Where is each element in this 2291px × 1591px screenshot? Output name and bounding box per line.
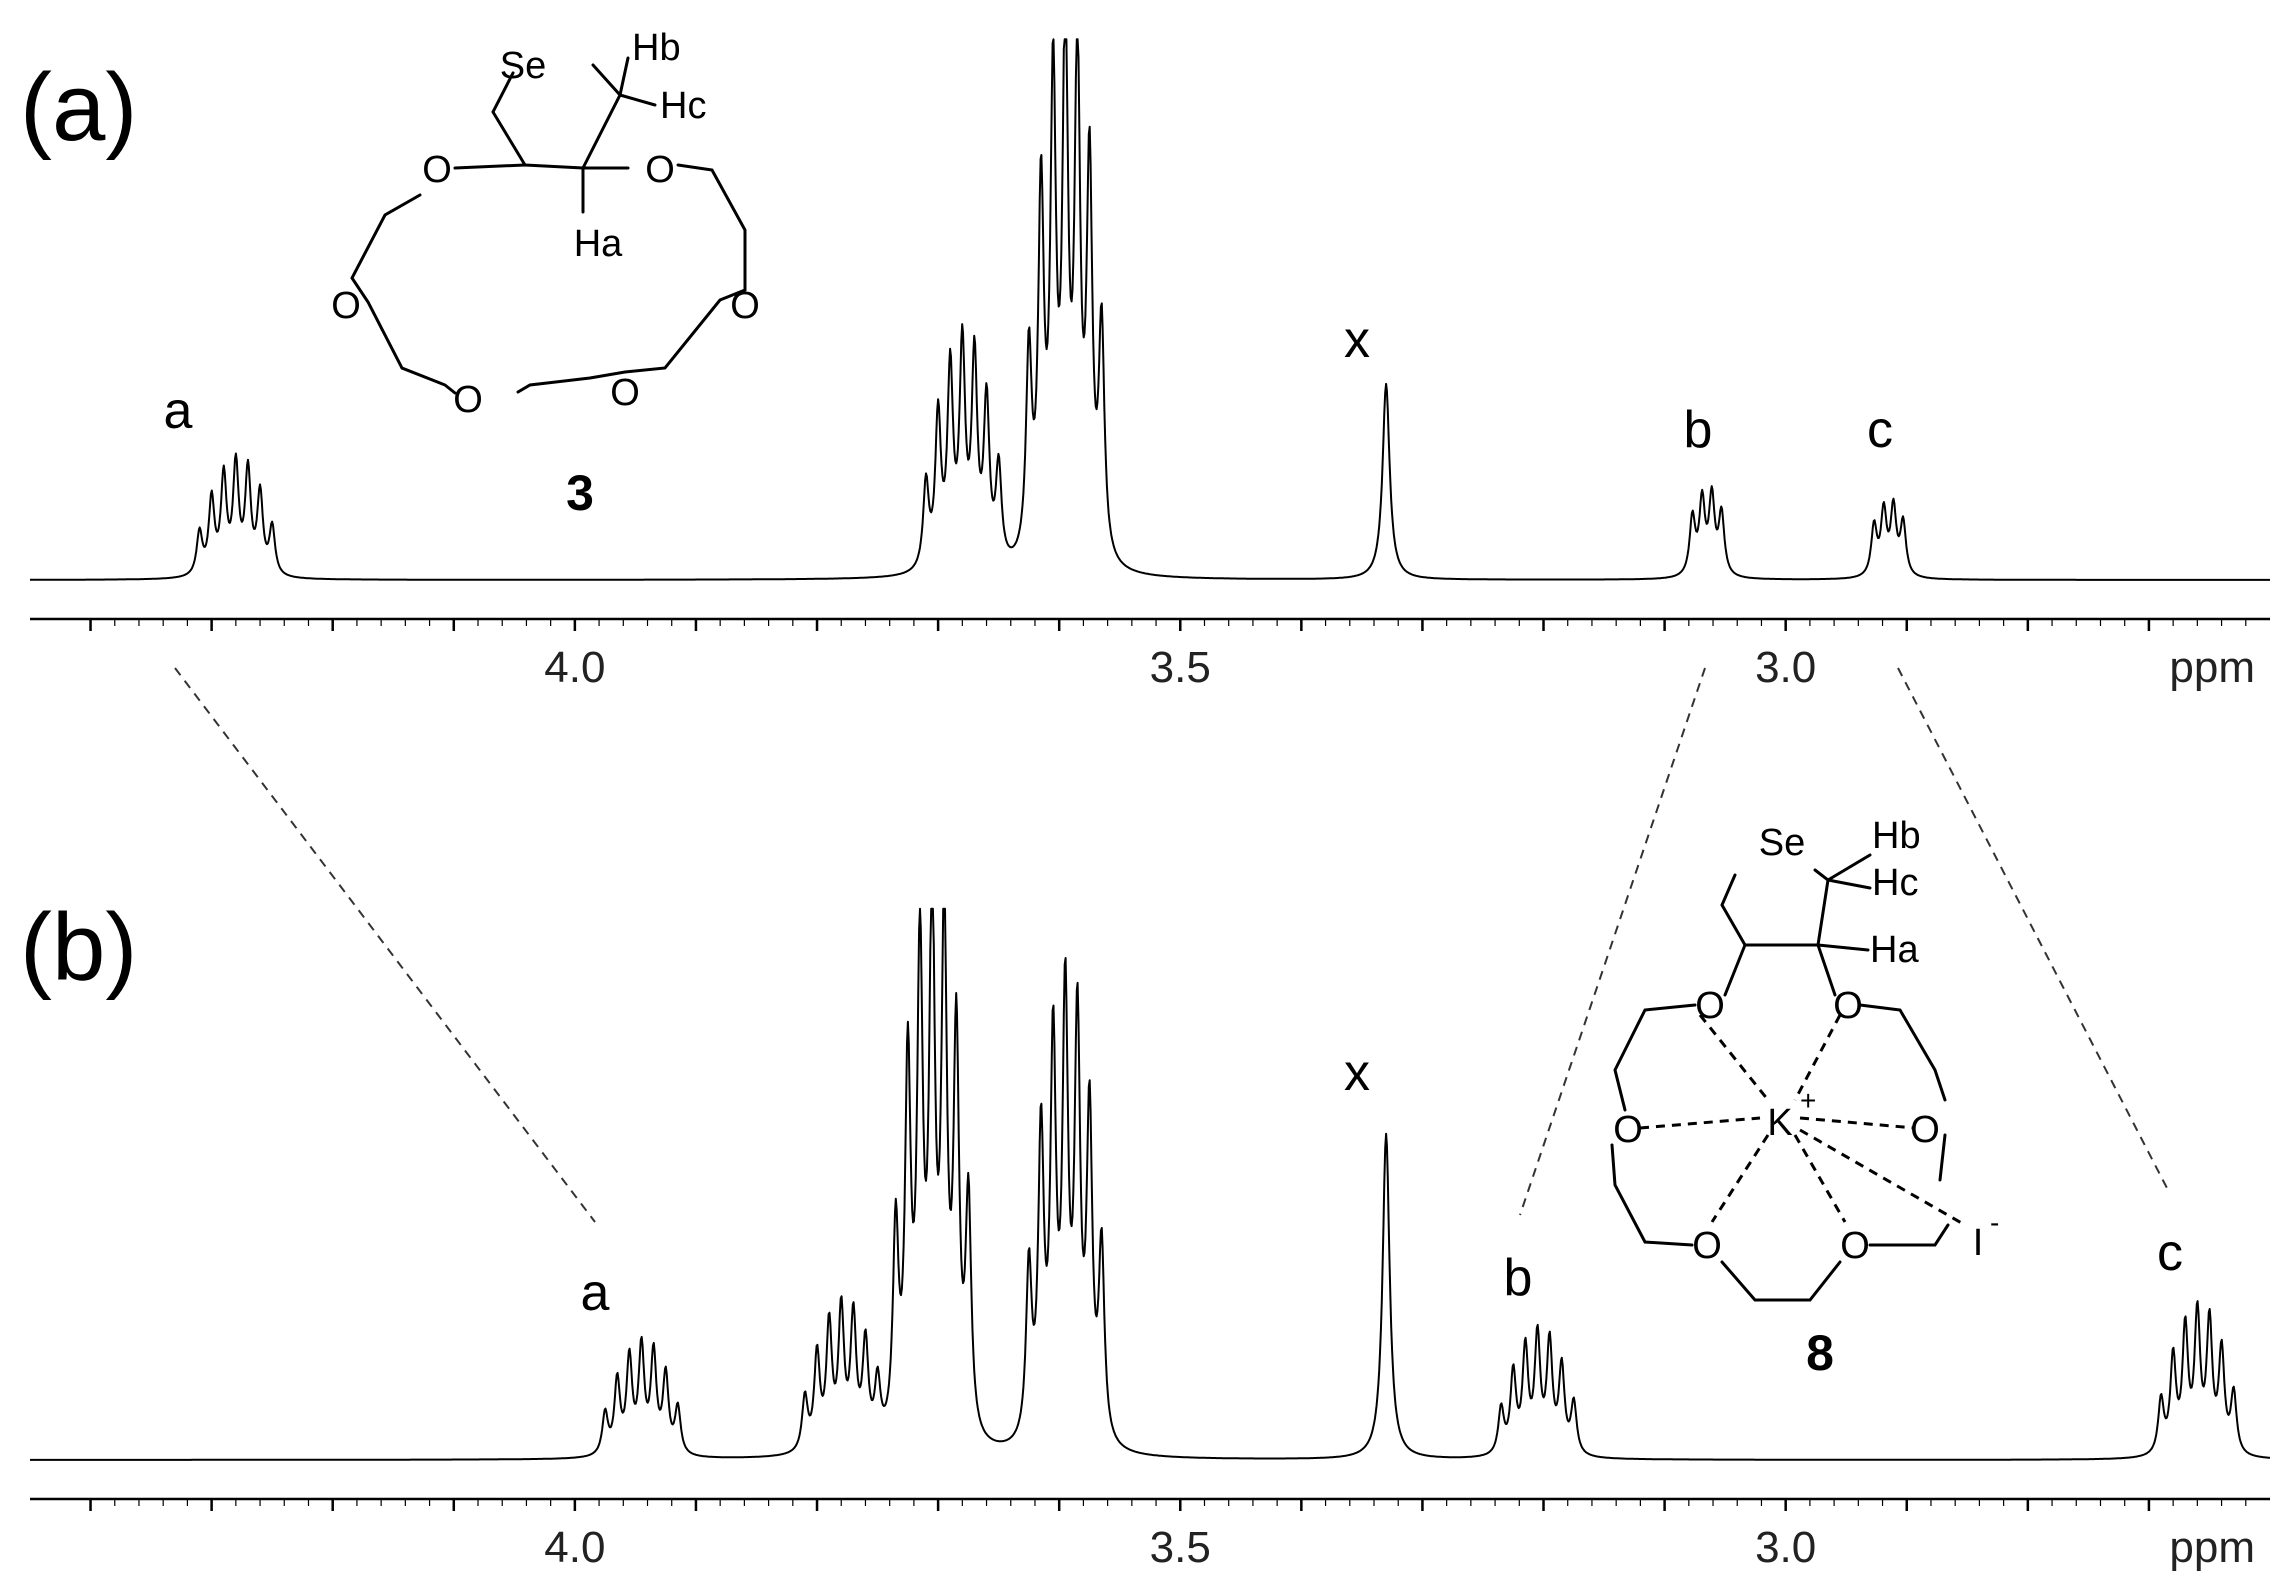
mol3-atom-se: Se <box>500 45 546 87</box>
ring-o-bonds-8 <box>1723 943 1837 997</box>
panel-b-label: (b) <box>20 894 137 1001</box>
mol3-atom-hc: Hc <box>660 85 706 127</box>
peak-b-label-a: a <box>581 1264 610 1322</box>
ring-h-bonds-8 <box>1816 853 1872 952</box>
tick-label-b-3-0: 3.0 <box>1755 1523 1816 1572</box>
mol8-charge-minus: - <box>1990 1207 1999 1238</box>
axis-b-tick-labels: 4.0 3.5 3.0 <box>544 1523 1816 1572</box>
mol8-atom-i: I <box>1973 1222 1984 1264</box>
tick-label-a-4-0: 4.0 <box>544 643 605 692</box>
peak-b-label-x: x <box>1344 1044 1370 1102</box>
crown-ether-ring-8 <box>1610 1003 1950 1302</box>
mol8-atom-o4: O <box>1910 1109 1940 1151</box>
peak-a-label-b: b <box>1684 401 1713 459</box>
axis-b-unit: ppm <box>2169 1523 2255 1572</box>
shift-connectors <box>174 667 2169 1223</box>
connector-c <box>1897 667 2169 1191</box>
peak-b-label-c: c <box>2157 1224 2183 1282</box>
peak-a-label-a: a <box>164 382 193 440</box>
mol3-atom-hb: Hb <box>632 27 681 69</box>
axis-b-ticks <box>89 1499 2247 1511</box>
panel-a: (a) 4.0 3.5 3.0 ppm a x b c Se Hb Hc Ha … <box>20 27 2271 692</box>
spectrum-a-trace <box>29 38 2271 581</box>
mol8-atom-o3: O <box>1613 1109 1643 1151</box>
mol8-atom-k: K <box>1767 1102 1792 1144</box>
coordination-bonds <box>1639 1014 1966 1227</box>
connector-b <box>1519 667 1706 1216</box>
peak-b-label-b: b <box>1504 1249 1533 1307</box>
ring-o-bonds <box>453 163 630 170</box>
mol8-atom-o6: O <box>1840 1225 1870 1267</box>
peak-a-label-x: x <box>1344 311 1370 369</box>
connector-a <box>174 667 596 1223</box>
selenolane-ring-8 <box>1720 868 1830 947</box>
ring-h-bonds <box>581 56 657 214</box>
panel-a-label: (a) <box>20 54 137 161</box>
mol3-atom-ha: Ha <box>574 223 623 265</box>
panel-b: (b) 4.0 3.5 3.0 ppm a x b c Se Hb Hc Ha … <box>20 815 2271 1572</box>
axis-a-ticks <box>89 619 2247 631</box>
axis-a-tick-labels: 4.0 3.5 3.0 <box>544 643 1816 692</box>
mol3-atom-o4: O <box>730 285 760 327</box>
tick-label-b-4-0: 4.0 <box>544 1523 605 1572</box>
compound-3-label: 3 <box>566 465 594 521</box>
spectrum-b-trace <box>29 907 2271 1461</box>
mol3-atom-o6: O <box>610 372 640 414</box>
molecule-3-structure: Se Hb Hc Ha O O O O O O 3 <box>331 27 760 521</box>
mol8-atom-o1: O <box>1695 985 1725 1027</box>
mol8-atom-ha: Ha <box>1870 929 1919 971</box>
compound-8-label: 8 <box>1806 1325 1834 1381</box>
tick-label-a-3-5: 3.5 <box>1150 643 1211 692</box>
mol3-atom-o5: O <box>453 379 483 421</box>
mol8-atom-o2: O <box>1833 985 1863 1027</box>
mol8-charge-plus: + <box>1800 1085 1816 1116</box>
mol8-atom-hb: Hb <box>1872 815 1921 857</box>
mol8-atom-o5: O <box>1692 1225 1722 1267</box>
mol3-atom-o3: O <box>331 285 361 327</box>
mol8-atom-hc: Hc <box>1872 862 1918 904</box>
mol8-atom-se: Se <box>1759 822 1805 864</box>
tick-label-a-3-0: 3.0 <box>1755 643 1816 692</box>
axis-a-unit: ppm <box>2169 643 2255 692</box>
crown-ether-ring <box>350 163 747 395</box>
peak-a-label-c: c <box>1867 401 1893 459</box>
mol3-atom-o2: O <box>645 149 675 191</box>
tick-label-b-3-5: 3.5 <box>1150 1523 1211 1572</box>
molecule-8-structure: Se Hb Hc Ha O O O O O O K + I - 8 <box>1610 815 1999 1381</box>
mol3-atom-o1: O <box>422 149 452 191</box>
